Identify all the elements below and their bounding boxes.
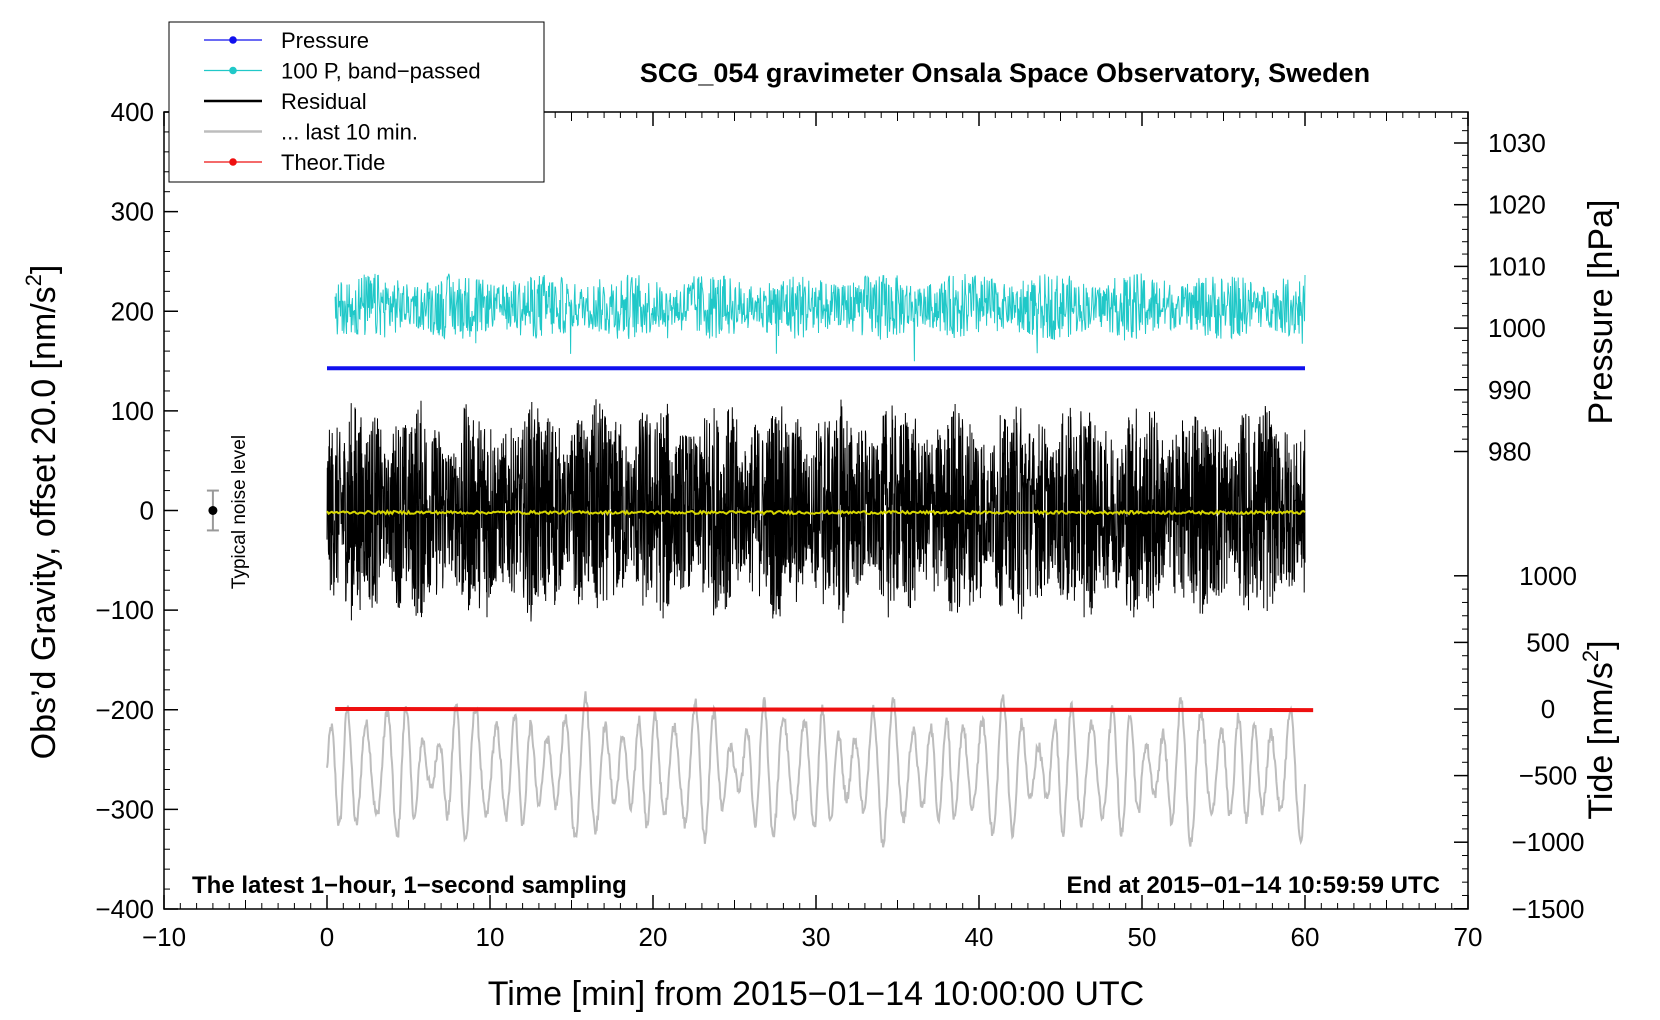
pressure-tick-label: 1020 [1488,190,1546,220]
series-band-passed [335,274,1305,362]
y-tick-label: 400 [111,97,154,127]
legend-label: Theor.Tide [281,150,385,175]
legend-swatch-dot [229,36,237,44]
x-tick-label: 50 [1128,922,1157,952]
x-tick-label: 70 [1454,922,1483,952]
legend-label: Pressure [281,28,369,53]
gravimeter-chart: SCG_054 gravimeter Onsala Space Observat… [0,0,1660,1020]
tide-axis: 1000 500 0 −500 −1000 −1500 [1454,561,1585,924]
noise-bar-dot [208,506,217,515]
x-tick-label: 0 [320,922,334,952]
tide-axis-title: Tide [nm/s2] [1578,640,1620,819]
pressure-axis-title: Pressure [hPa] [1582,200,1620,425]
annotation-end-time: End at 2015−01−14 10:59:59 UTC [1066,872,1440,899]
legend-swatch-dot [229,158,237,166]
tide-tick-label: −500 [1519,761,1578,791]
legend: Pressure 100 P, band−passed Residual ... la… [169,22,544,182]
legend-label: ... last 10 min. [281,120,418,145]
left-y-axis-title-end: ] [25,265,63,274]
tide-tick-label: −1500 [1511,894,1584,924]
pressure-tick-label: 980 [1488,437,1531,467]
x-tick-label: 20 [639,922,668,952]
y-tick-label: −200 [95,695,154,725]
chart-title: SCG_054 gravimeter Onsala Space Observat… [640,58,1370,88]
left-y-axis-title-main: Obs’d Gravity, offset 20.0 [nm/s [25,286,63,759]
y-tick-label: 200 [111,296,154,326]
x-tick-label: −10 [142,922,186,952]
y-tick-label: −300 [95,794,154,824]
tide-tick-label: −1000 [1511,827,1584,857]
x-tick-label: 30 [802,922,831,952]
series-layer [327,274,1313,848]
pressure-tick-label: 990 [1488,375,1531,405]
tide-tick-label: 0 [1541,694,1555,724]
x-axis-title: Time [min] from 2015−01−14 10:00:00 UTC [488,975,1144,1013]
tide-axis-title-main: Tide [nm/s [1582,662,1620,819]
legend-label: 100 P, band−passed [281,59,481,84]
y-tick-label: 300 [111,197,154,227]
y-tick-label: 100 [111,396,154,426]
x-tick-label: 40 [965,922,994,952]
legend-swatch-dot [229,67,237,75]
y-tick-label: −100 [95,595,154,625]
tide-axis-title-end: ] [1582,640,1620,649]
left-y-axis-title: Obs’d Gravity, offset 20.0 [nm/s2] [21,265,63,760]
annotation-sampling: The latest 1−hour, 1−second sampling [192,872,627,899]
noise-level-label: Typical noise level [229,435,250,589]
left-y-axis: 400 300 200 100 0 −100 −200 −300 −400 [95,97,178,924]
y-tick-label: −400 [95,894,154,924]
noise-level-marker [207,491,219,531]
series-last-10-min [327,691,1305,847]
pressure-tick-label: 1010 [1488,251,1546,281]
tide-tick-label: 1000 [1519,561,1577,591]
y-tick-label: 0 [140,496,154,526]
pressure-tick-label: 1000 [1488,313,1546,343]
tide-tick-label: 500 [1526,627,1569,657]
x-tick-label: 60 [1291,922,1320,952]
tide-axis-title-sup: 2 [1578,650,1603,662]
legend-label: Residual [281,89,367,114]
x-tick-label: 10 [476,922,505,952]
left-y-axis-title-sup: 2 [21,274,46,286]
pressure-tick-label: 1030 [1488,128,1546,158]
series-theor-tide [335,709,1313,710]
